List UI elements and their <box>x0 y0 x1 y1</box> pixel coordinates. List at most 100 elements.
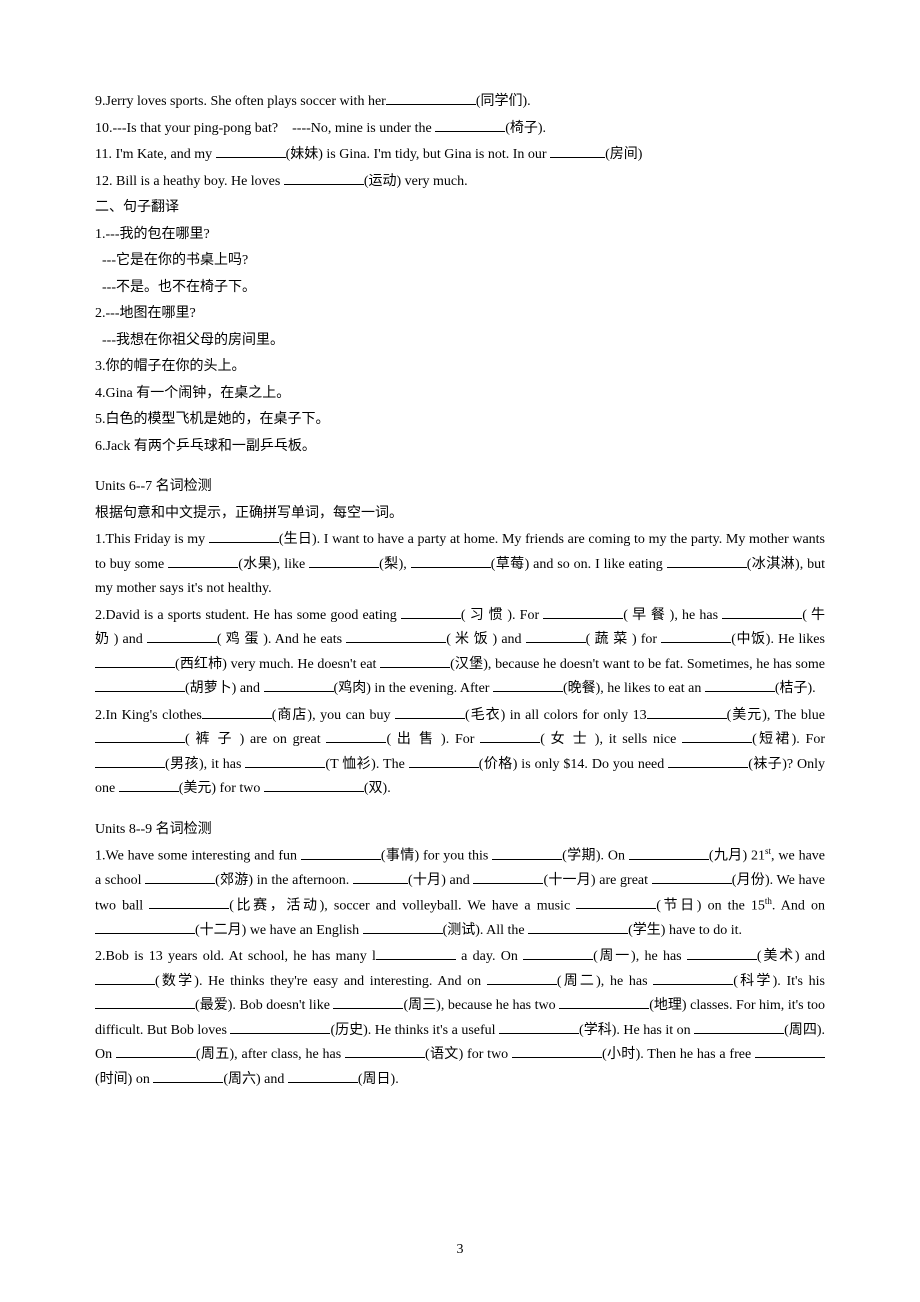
blank <box>687 945 757 960</box>
text: (节日) on the 15 <box>656 898 765 913</box>
blank <box>694 1019 784 1034</box>
blank <box>95 753 165 768</box>
blank <box>245 753 325 768</box>
translation-title: 二、句子翻译 <box>95 196 825 221</box>
text: (数学). He thinks they're easy and interes… <box>155 974 487 989</box>
text: (西红柿) very much. He doesn't eat <box>175 657 380 672</box>
blank <box>435 117 505 132</box>
blank <box>119 777 179 792</box>
blank <box>528 919 628 934</box>
blank <box>682 728 752 743</box>
text: (周一), he has <box>593 949 687 964</box>
text: (晚餐), he likes to eat an <box>563 681 705 696</box>
text: (最爱). Bob doesn't like <box>195 998 333 1013</box>
blank <box>653 970 733 985</box>
text: (美元), The blue <box>727 708 825 723</box>
text: ( 蔬 菜 ) for <box>586 632 662 647</box>
blank <box>230 1019 330 1034</box>
text: 2.In King's clothes <box>95 708 202 723</box>
blank <box>559 994 649 1009</box>
q5: 5.白色的模型飞机是她的，在桌子下。 <box>95 408 825 433</box>
text: (妹妹) is Gina. I'm tidy, but Gina is not.… <box>286 147 550 162</box>
u89-p1: 1.We have some interesting and fun (事情) … <box>95 844 825 943</box>
text: (汉堡), because he doesn't want to be fat.… <box>450 657 825 672</box>
blank <box>363 919 443 934</box>
text: (椅子). <box>505 121 546 136</box>
text: (双). <box>364 781 391 796</box>
text: (鸡肉) in the evening. After <box>334 681 493 696</box>
text: ( 米 饭 ) and <box>446 632 525 647</box>
u89-p2: 2.Bob is 13 years old. At school, he has… <box>95 945 825 1092</box>
text: (小时). Then he has a free <box>602 1047 755 1062</box>
blank <box>301 845 381 860</box>
text: ( 出 售 ). For <box>386 732 480 747</box>
text: 2.Bob is 13 years old. At school, he has… <box>95 949 376 964</box>
text: (梨), <box>379 557 411 572</box>
text: (学生) have to do it. <box>628 923 742 938</box>
text: (测试). All the <box>443 923 529 938</box>
text: (周三), because he has two <box>403 998 559 1013</box>
text: (美术) and <box>757 949 825 964</box>
text: (同学们). <box>476 94 531 109</box>
blank <box>376 945 456 960</box>
text: 1.We have some interesting and fun <box>95 849 301 864</box>
text: (十一月) are great <box>543 873 651 888</box>
text: (比赛，活动), soccer and volleyball. We have … <box>229 898 576 913</box>
text: a day. On <box>456 949 523 964</box>
blank <box>661 628 731 643</box>
blank <box>147 628 217 643</box>
text: (周六) and <box>223 1072 288 1087</box>
text: (科学). It's his <box>733 974 825 989</box>
blank <box>499 1019 579 1034</box>
blank <box>380 653 450 668</box>
u89-title: Units 8--9 名词检测 <box>95 818 825 843</box>
blank <box>401 604 461 619</box>
blank <box>168 553 238 568</box>
blank <box>395 704 465 719</box>
text: (桔子). <box>775 681 816 696</box>
text: (周二), he has <box>557 974 653 989</box>
blank <box>353 869 408 884</box>
text: (价格) is only $14. Do you need <box>479 757 668 772</box>
blank <box>309 553 379 568</box>
blank <box>95 970 155 985</box>
text: (毛衣) in all colors for only 13 <box>465 708 647 723</box>
sup: th <box>765 896 772 906</box>
q4: 4.Gina 有一个闹钟，在桌之上。 <box>95 382 825 407</box>
text: ( 鸡 蛋 ). And he eats <box>217 632 346 647</box>
blank <box>116 1043 196 1058</box>
blank <box>95 728 185 743</box>
blank <box>411 553 491 568</box>
q1c: ---不是。也不在椅子下。 <box>95 276 825 301</box>
blank <box>512 1043 602 1058</box>
text: ---不是。也不在椅子下。 <box>102 280 256 295</box>
page-number: 3 <box>0 1238 920 1263</box>
text: (郊游) in the afternoon. <box>215 873 353 888</box>
line-9: 9.Jerry loves sports. She often plays so… <box>95 90 825 115</box>
text: . And on <box>772 898 825 913</box>
text: (商店), you can buy <box>272 708 395 723</box>
text: (历史). He thinks it's a useful <box>330 1023 499 1038</box>
text: ----No, mine is under the <box>292 121 435 136</box>
blank <box>523 945 593 960</box>
blank <box>284 170 364 185</box>
blank <box>755 1043 825 1058</box>
text: ( 早 餐 ), he has <box>623 608 722 623</box>
q1b: ---它是在你的书桌上吗? <box>95 249 825 274</box>
line-11: 11. I'm Kate, and my (妹妹) is Gina. I'm t… <box>95 143 825 168</box>
blank <box>264 677 334 692</box>
text: 12. Bill is a heathy boy. He loves <box>95 174 284 189</box>
blank <box>209 528 279 543</box>
text: (十月) and <box>408 873 474 888</box>
text: (美元) for two <box>179 781 264 796</box>
u67-p1: 1.This Friday is my (生日). I want to have… <box>95 528 825 602</box>
blank <box>487 970 557 985</box>
blank <box>153 1068 223 1083</box>
line-10: 10.---Is that your ping-pong bat? ----No… <box>95 117 825 142</box>
blank <box>95 919 195 934</box>
text: (时间) on <box>95 1072 153 1087</box>
text: (九月) 21 <box>709 849 765 864</box>
blank <box>216 143 286 158</box>
blank <box>492 845 562 860</box>
blank <box>95 653 175 668</box>
